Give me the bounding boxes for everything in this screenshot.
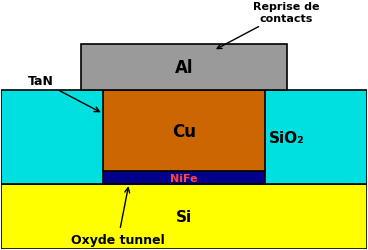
Bar	[103, 91, 265, 171]
Bar	[81, 44, 287, 91]
Text: Reprise de
contacts: Reprise de contacts	[217, 2, 320, 49]
Text: Si: Si	[176, 209, 192, 224]
Text: SiO₂: SiO₂	[269, 130, 305, 145]
Text: TaN: TaN	[28, 75, 99, 112]
Text: Cu: Cu	[172, 123, 196, 141]
Text: Oxyde tunnel: Oxyde tunnel	[71, 188, 165, 246]
Text: NiFe: NiFe	[170, 173, 198, 183]
Bar	[1, 184, 367, 249]
Bar	[103, 171, 265, 184]
Text: Al: Al	[175, 59, 193, 77]
Bar	[1, 91, 367, 184]
